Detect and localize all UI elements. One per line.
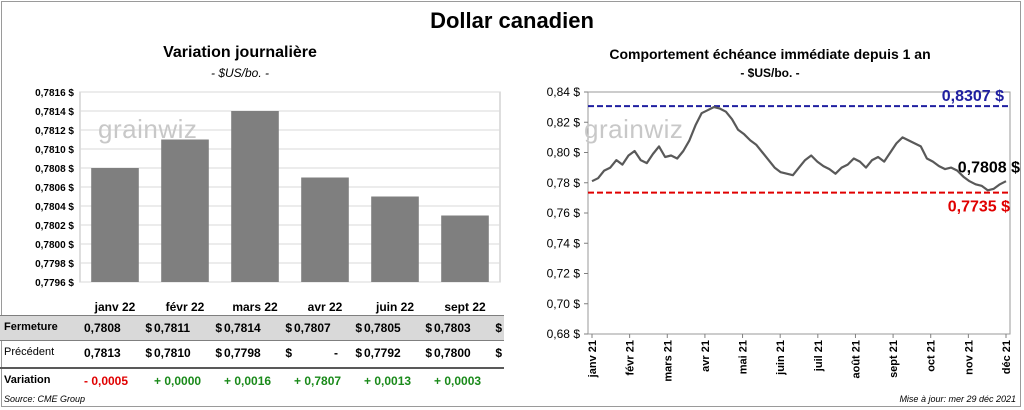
bar-y-tick-label: 0,7798 $	[35, 259, 74, 270]
line-x-tick-label: juil 21	[813, 340, 825, 372]
bar-x-tick-label: avr 22	[308, 300, 343, 314]
table-cell-value: 0,7792	[364, 346, 401, 360]
last-value-label: 0,7808 $	[958, 160, 1020, 177]
table-row-label: Variation	[4, 374, 51, 386]
line-y-tick-label: 0,78 $	[547, 176, 581, 190]
table-cell-dollar: $	[495, 346, 502, 360]
table-cell-value: 0,7805	[364, 321, 401, 335]
line-y-tick-label: 0,76 $	[547, 206, 581, 220]
bar-y-tick-label: 0,7802 $	[35, 221, 74, 232]
bar-y-tick-label: 0,7800 $	[35, 240, 74, 251]
table-cell-value: -	[334, 346, 338, 360]
table-cell-value: 0,7800	[434, 346, 471, 360]
table-cell-dollar: $	[495, 321, 502, 335]
bar-y-tick-label: 0,7806 $	[35, 183, 74, 194]
bar-chart-title: Variation journalière	[163, 44, 317, 61]
line-y-tick-label: 0,82 $	[547, 115, 581, 129]
bar-x-tick-label: mars 22	[232, 300, 278, 314]
line-y-tick-label: 0,70 $	[547, 297, 581, 311]
watermark-left: grainwiz	[98, 114, 198, 144]
price-series-line	[591, 105, 1007, 192]
low-value-label: 0,7735 $	[948, 199, 1010, 216]
table-cell-value: + 0,0003	[434, 374, 482, 388]
line-y-tick-label: 0,80 $	[547, 146, 581, 160]
bar-y-tick-label: 0,7812 $	[35, 126, 74, 137]
bar-x-tick-label: janv 22	[94, 300, 136, 314]
line-plot-area	[587, 91, 1011, 335]
update-note: Mise à jour: mer 29 déc 2021	[899, 394, 1016, 404]
line-y-tick-label: 0,74 $	[547, 236, 581, 250]
table-cell-value: 0,7810	[154, 346, 191, 360]
line-chart-title: Comportement échéance immédiate depuis 1…	[609, 46, 931, 62]
bar-chart-subtitle: - $US/bo. -	[210, 66, 270, 80]
bar	[441, 215, 489, 282]
bar	[371, 196, 419, 282]
bar	[301, 177, 349, 282]
bar-x-tick-label: févr 22	[166, 300, 205, 314]
bar	[231, 111, 279, 282]
bar-y-tick-label: 0,7814 $	[35, 107, 74, 118]
bar-y-tick-label: 0,7816 $	[35, 88, 74, 99]
line-x-tick-label: avr 21	[700, 340, 712, 372]
table-cell-value: 0,7798	[224, 346, 261, 360]
page-title: Dollar canadien	[430, 8, 594, 33]
table-cell-dollar: $	[145, 321, 152, 335]
table-cell-dollar: $	[285, 321, 292, 335]
line-x-tick-label: févr 21	[625, 340, 637, 375]
watermark-right: grainwiz	[584, 114, 684, 144]
bar-y-tick-label: 0,7796 $	[35, 278, 74, 289]
bar-x-tick-label: sept 22	[444, 300, 486, 314]
table-cell-dollar: $	[425, 346, 432, 360]
line-x-tick-label: oct 21	[926, 340, 938, 372]
table-cell-value: 0,7808	[84, 321, 121, 335]
table-cell-value: 0,7814	[224, 321, 261, 335]
line-x-tick-label: mars 21	[662, 340, 674, 382]
bar-y-tick-label: 0,7808 $	[35, 164, 74, 175]
table-cell-dollar: $	[215, 321, 222, 335]
line-x-tick-label: mai 21	[738, 340, 750, 374]
bar	[161, 139, 209, 282]
table-cell-value: + 0,0000	[154, 374, 202, 388]
line-y-tick-label: 0,84 $	[547, 85, 581, 99]
table-cell-dollar: $	[145, 346, 152, 360]
line-x-tick-label: sept 21	[888, 340, 900, 378]
source-note: Source: CME Group	[4, 394, 86, 404]
line-y-tick-label: 0,72 $	[547, 267, 581, 281]
table-row: Fermeture 0,7808 $0,7811 $0,7814 $0,7807 $0,7…	[0, 315, 504, 341]
high-value-label: 0,8307 $	[942, 88, 1004, 105]
table-cell-value: 0,7813	[84, 346, 121, 360]
bar-x-tick-label: juin 22	[375, 300, 414, 314]
table-cell-dollar: $	[425, 321, 432, 335]
table-cell-value: + 0,7807	[294, 374, 342, 388]
table-row: Précédent 0,7813 $0,7810 $0,7798 $ - $0,7792 $0…	[0, 341, 504, 365]
bar	[91, 168, 139, 282]
table-cell-dollar: $	[285, 346, 292, 360]
line-x-tick-label: janv 21	[587, 340, 599, 378]
table-row-label: Précédent	[4, 346, 55, 358]
table-cell-dollar: $	[355, 321, 362, 335]
bar-y-tick-label: 0,7810 $	[35, 145, 74, 156]
table-cell-dollar: $	[215, 346, 222, 360]
table-cell-value: + 0,0013	[364, 374, 412, 388]
bar-y-tick-label: 0,7804 $	[35, 202, 74, 213]
line-x-tick-label: juin 21	[775, 340, 787, 376]
table-row-label: Fermeture	[4, 321, 58, 333]
table-cell-value: 0,7803	[434, 321, 471, 335]
line-x-tick-label: août 21	[850, 340, 862, 379]
line-y-tick-label: 0,68 $	[547, 327, 581, 341]
line-x-tick-label: nov 21	[963, 340, 975, 375]
table-cell-value: 0,7811	[154, 321, 191, 335]
table-cell-value: 0,7807	[294, 321, 331, 335]
table-row: Variation - 0,0005 + 0,0000 + 0,0016 + 0,780…	[0, 367, 504, 393]
line-chart-subtitle: - $US/bo. -	[740, 66, 800, 80]
table-cell-dollar: $	[355, 346, 362, 360]
table-cell-value: - 0,0005	[84, 374, 129, 388]
table-cell-value: + 0,0016	[224, 374, 272, 388]
line-x-tick-label: déc 21	[1001, 340, 1013, 374]
